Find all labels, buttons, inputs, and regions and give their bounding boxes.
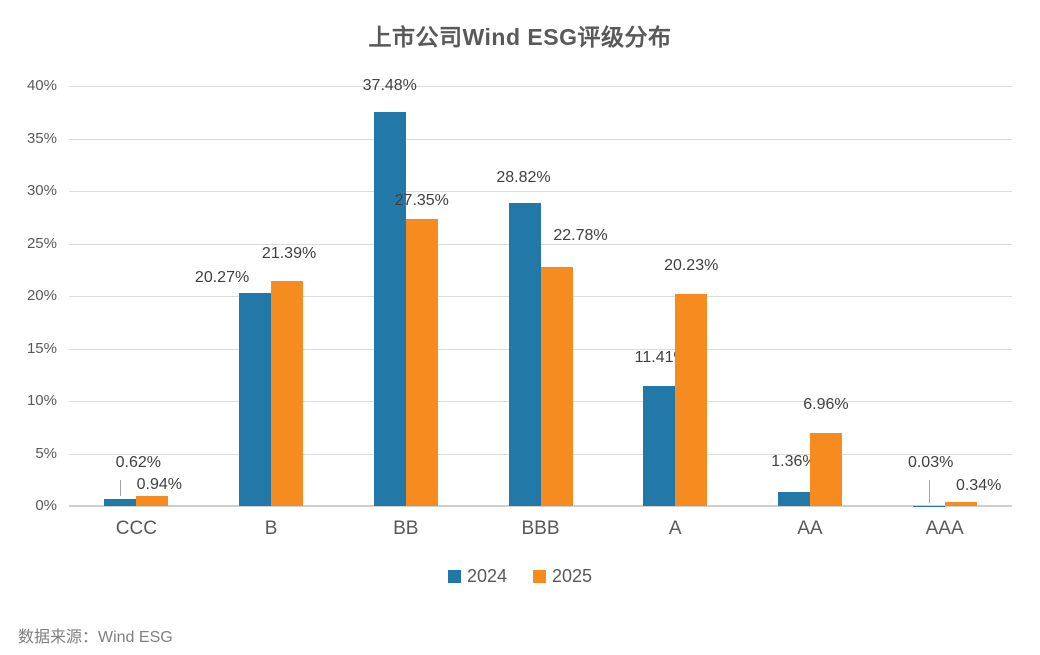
bar-2025-b (271, 281, 304, 506)
value-label-2025-b: 21.39% (261, 245, 317, 263)
bar-2024-b (239, 293, 272, 506)
y-tick-label: 10% (26, 392, 57, 409)
legend-label: 2024 (466, 566, 507, 586)
value-label-2025-a: 20.23% (664, 256, 719, 274)
gridline (69, 191, 1012, 192)
bar-2025-ccc (136, 496, 169, 506)
y-tick-label: 20% (26, 287, 57, 304)
chart-title: 上市公司Wind ESG评级分布 (368, 24, 672, 50)
y-tick-label: 40% (26, 77, 57, 94)
value-label-2025-ccc: 0.94% (136, 476, 183, 494)
bar-2025-bb (405, 218, 438, 506)
value-label-2024-aa: 1.36% (771, 452, 817, 470)
value-label-2024-aaa: 0.03% (907, 453, 954, 471)
x-axis-label-bb: BB (393, 518, 419, 539)
x-axis-label-ccc: CCC (115, 518, 157, 539)
bar-2025-a (675, 293, 708, 506)
value-label-2024-b: 20.27% (194, 269, 250, 287)
gridline (69, 243, 1012, 245)
gridline (69, 138, 1012, 140)
bar-2024-a (643, 386, 676, 506)
y-tick-label: 5% (35, 444, 57, 462)
value-label-2025-bbb: 22.78% (553, 226, 608, 244)
source-note: 数据来源：Wind ESG (18, 629, 173, 646)
y-tick-label: 35% (26, 129, 57, 147)
bar-2025-aa (809, 432, 842, 506)
value-label-2025-aa: 6.96% (803, 395, 849, 413)
gridline (69, 86, 1012, 87)
value-label-2024-ccc: 0.62% (115, 454, 162, 472)
legend-swatch-icon (447, 570, 461, 583)
bar-2024-ccc (104, 499, 137, 506)
value-label-2024-bbb: 28.82% (496, 169, 551, 187)
value-label-2024-bb: 37.48% (362, 77, 417, 95)
y-tick-label: 25% (26, 234, 57, 252)
value-label-2024-a: 11.41% (634, 349, 688, 367)
legend: 2024 2025 (0, 566, 1040, 587)
legend-item-2024: 2024 (447, 566, 507, 587)
x-axis-label-b: B (264, 518, 278, 539)
bar-2025-bbb (540, 266, 573, 506)
legend-item-2025: 2025 (533, 566, 592, 587)
leader-line (928, 479, 930, 503)
legend-label: 2025 (552, 566, 593, 586)
bar-2024-bbb (508, 203, 541, 506)
y-tick-label: 30% (26, 182, 57, 199)
value-label-2025-aaa: 0.34% (955, 477, 1002, 495)
bar-2025-aaa (944, 502, 977, 506)
y-tick-label: 15% (26, 339, 57, 357)
x-axis-label-a: A (668, 518, 682, 539)
value-label-2025-bb: 27.35% (394, 191, 449, 209)
bar-2024-aa (777, 491, 810, 506)
x-axis-label-aaa: AAA (925, 518, 964, 539)
leader-line (120, 480, 122, 497)
x-axis-label-aa: AA (797, 518, 823, 539)
legend-swatch-icon (533, 570, 546, 583)
y-tick-label: 0% (35, 497, 57, 514)
x-axis-label-bbb: BBB (521, 518, 560, 539)
bar-2024-bb (373, 112, 406, 506)
x-axis-line (69, 505, 1012, 507)
